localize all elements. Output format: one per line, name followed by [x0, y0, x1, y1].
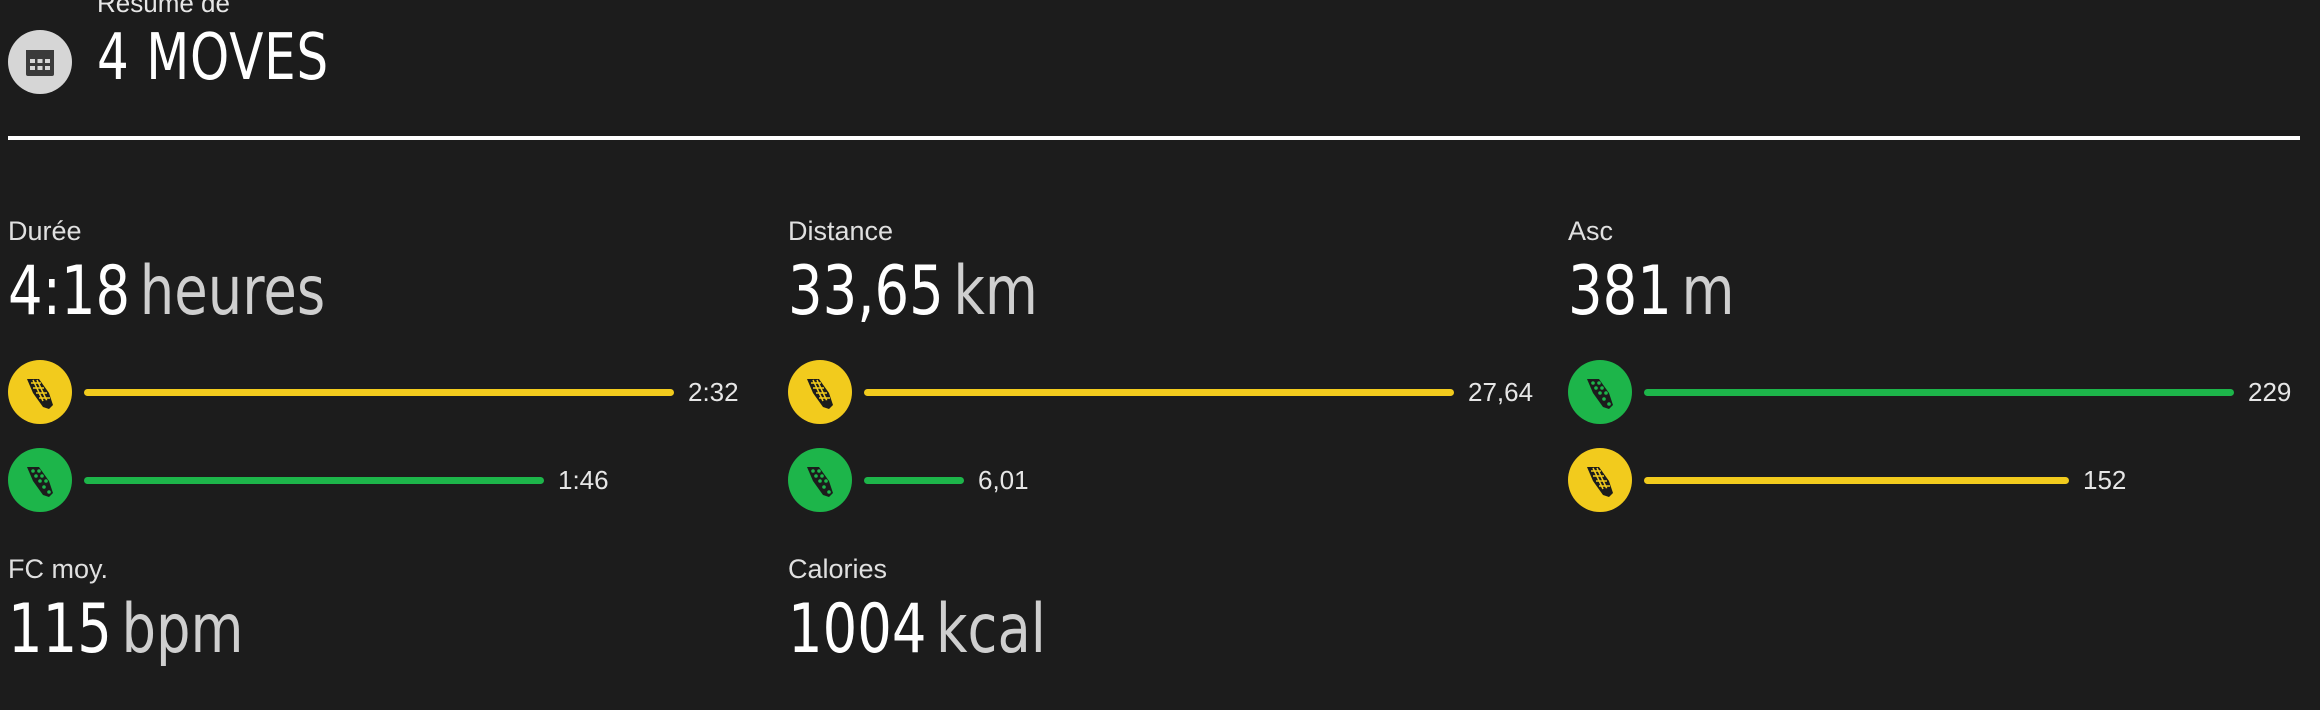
ascent-bar-row: 152 — [1568, 438, 2320, 526]
ascent-bar-row: 229 — [1568, 350, 2320, 438]
running-shoe-icon — [788, 360, 852, 424]
duration-unit: heures — [139, 252, 326, 331]
duration-label: Durée — [8, 216, 82, 246]
header-title: 4 MOVES — [97, 21, 329, 95]
avg-hr-stat: FC moy. 115 bpm — [8, 552, 768, 670]
sport-bar — [84, 477, 544, 484]
avg-hr-value: 115 bpm — [8, 590, 616, 670]
trail-shoe-icon — [8, 448, 72, 512]
ascent-unit: m — [1681, 252, 1735, 331]
calories-number: 1004 — [788, 590, 927, 669]
calories-unit: kcal — [936, 590, 1046, 669]
distance-value: 33,65 km — [788, 252, 1396, 332]
distance-number: 33,65 — [788, 252, 944, 331]
sport-bar-value: 229 — [2248, 377, 2292, 407]
avg-hr-label: FC moy. — [8, 554, 108, 584]
sport-bar-value: 6,01 — [978, 465, 1029, 495]
running-shoe-icon — [8, 360, 72, 424]
distance-stat: Distance 33,65 km 27,64 6,01 — [788, 214, 1548, 526]
ascent-value: 381 m — [1568, 252, 2176, 332]
header-divider — [8, 136, 2300, 140]
ascent-stat: Asc 381 m 229 152 — [1568, 214, 2320, 526]
duration-value: 4:18 heures — [8, 252, 616, 332]
ascent-label: Asc — [1568, 216, 1614, 246]
distance-bar-row: 27,64 — [788, 350, 1548, 438]
duration-number: 4:18 — [8, 252, 131, 331]
distance-label: Distance — [788, 216, 894, 246]
sport-bar-value: 152 — [2083, 465, 2127, 495]
avg-hr-unit: bpm — [121, 590, 244, 669]
sport-bar — [84, 389, 674, 396]
duration-bar-row: 2:32 — [8, 350, 768, 438]
duration-stat: Durée 4:18 heures 2:32 1:46 — [8, 214, 768, 526]
ascent-number: 381 — [1568, 252, 1672, 331]
sport-bar — [864, 389, 1454, 396]
calendar-icon — [8, 30, 72, 94]
duration-bar-row: 1:46 — [8, 438, 768, 526]
distance-unit: km — [953, 252, 1038, 331]
avg-hr-number: 115 — [8, 590, 112, 669]
sport-bar-value: 27,64 — [1468, 377, 1534, 407]
summary-header: Résumé de 4 MOVES — [8, 0, 2300, 140]
calories-label: Calories — [788, 554, 888, 584]
calories-stat: Calories 1004 kcal — [788, 552, 1548, 670]
trail-shoe-icon — [788, 448, 852, 512]
sport-bar — [1644, 389, 2234, 396]
trail-shoe-icon — [1568, 360, 1632, 424]
running-shoe-icon — [1568, 448, 1632, 512]
sport-bar — [1644, 477, 2069, 484]
calories-value: 1004 kcal — [788, 590, 1396, 670]
sport-bar — [864, 477, 964, 484]
distance-bar-row: 6,01 — [788, 438, 1548, 526]
sport-bar-value: 2:32 — [688, 377, 739, 407]
header-subtitle: Résumé de — [97, 0, 230, 18]
sport-bar-value: 1:46 — [558, 465, 609, 495]
